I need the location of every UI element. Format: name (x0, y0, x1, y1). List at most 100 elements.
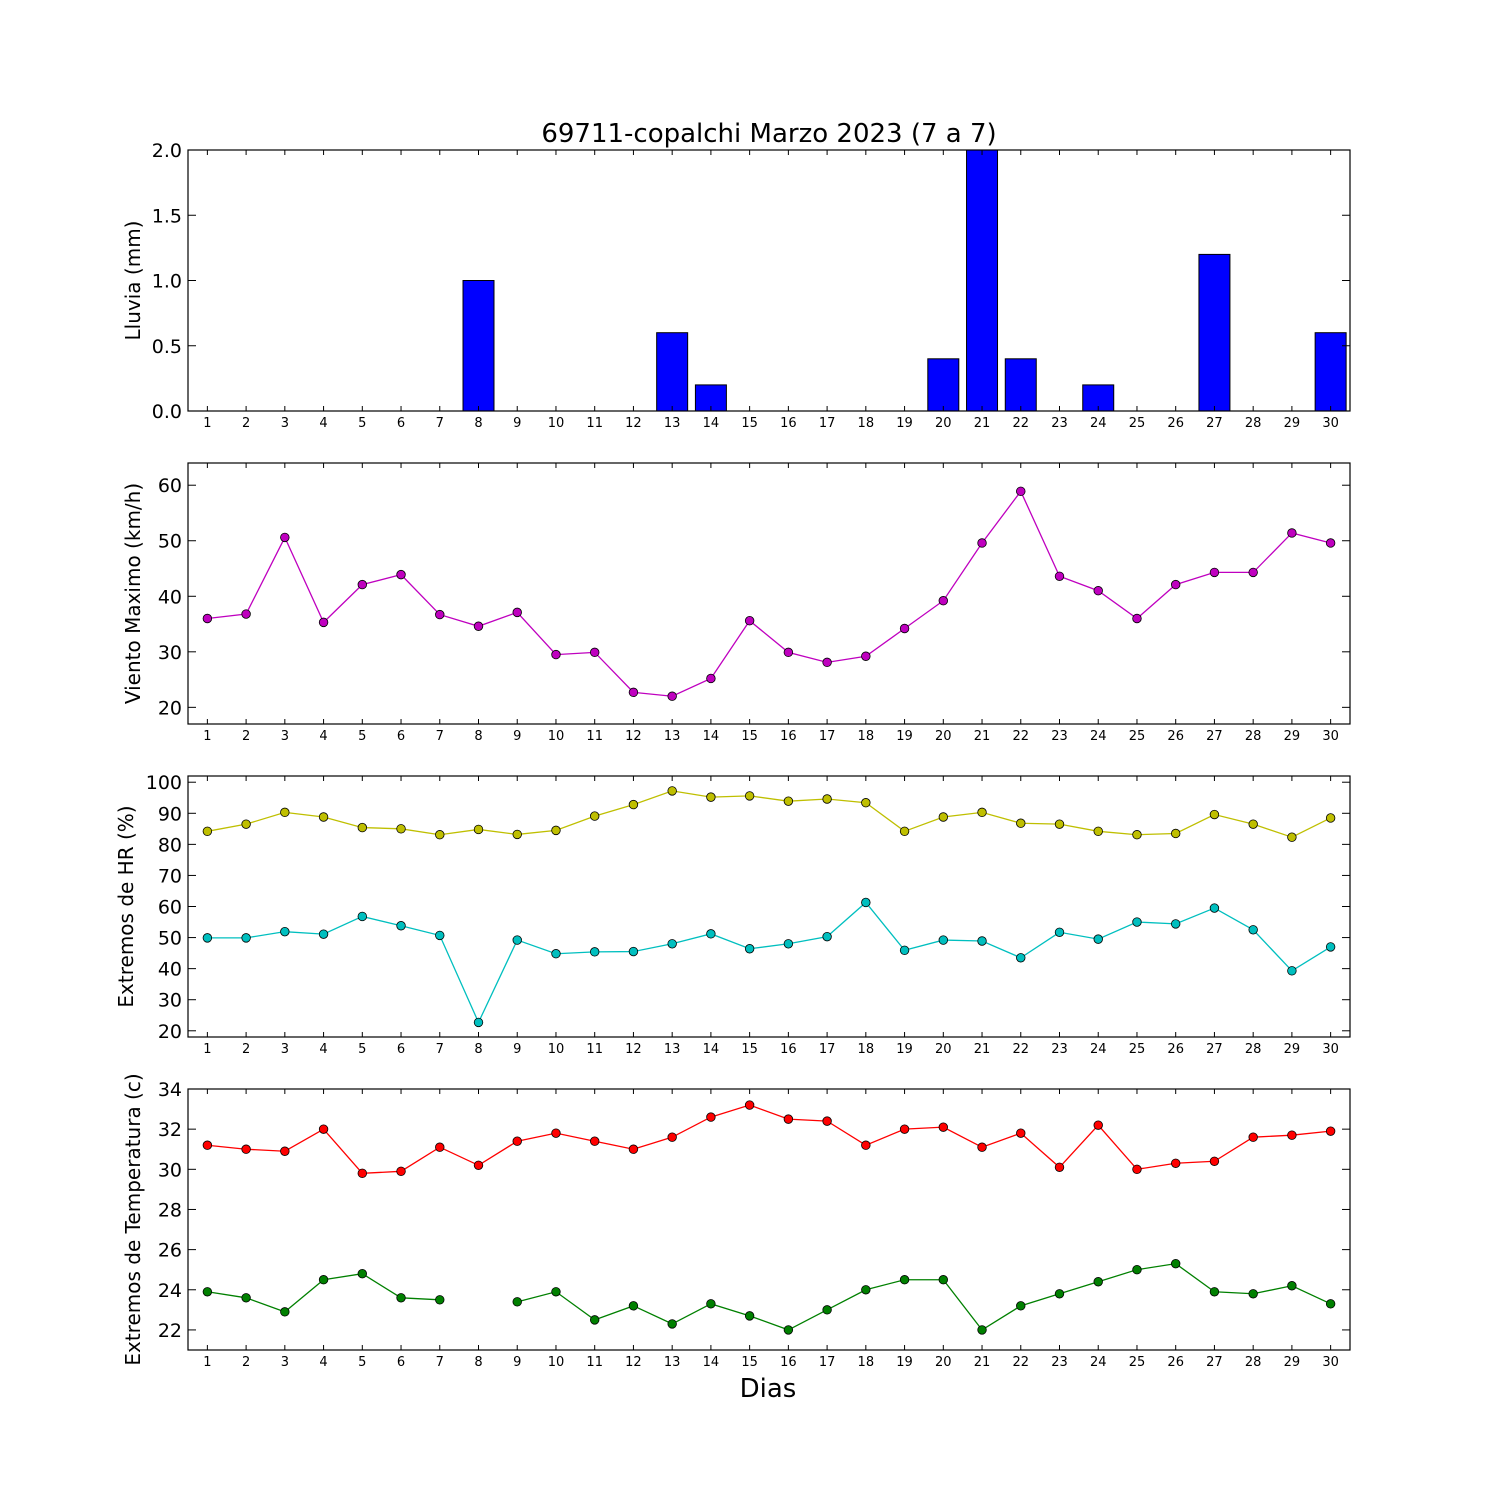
viento-x-tick-label: 8 (474, 729, 482, 744)
temperatura-point (280, 1307, 290, 1317)
temperatura-x-tick-label: 20 (935, 1355, 952, 1370)
hr-y-tick-label: 20 (158, 1021, 182, 1043)
temperatura-point (1054, 1289, 1065, 1299)
temperatura-series-line (207, 1104, 1331, 1174)
temperatura-point (1287, 1130, 1297, 1140)
lluvia-y-tick-label: 2.0 (152, 140, 182, 162)
temperatura-y-tick-label: 30 (158, 1159, 182, 1181)
hr-point (861, 798, 871, 808)
lluvia-x-tick-label: 24 (1090, 416, 1107, 431)
viento-y-tick-label: 50 (158, 531, 182, 553)
hr-point (1132, 830, 1142, 840)
temperatura-x-tick-label: 26 (1167, 1355, 1184, 1370)
temperatura-point (861, 1140, 871, 1150)
hr-x-tick-label: 3 (281, 1042, 289, 1057)
hr-point (1248, 925, 1258, 935)
hr-x-tick-label: 29 (1284, 1042, 1301, 1057)
lluvia-y-tick-label: 0.0 (152, 401, 182, 423)
viento-point (1170, 579, 1181, 590)
temperatura-point (512, 1136, 522, 1146)
hr-y-tick-label: 40 (158, 959, 182, 981)
hr-point (318, 812, 329, 822)
lluvia-y-tick-label: 0.5 (152, 336, 182, 358)
temperatura-x-tick-label: 28 (1245, 1355, 1262, 1370)
temperatura-axes-frame (187, 1088, 1351, 1351)
lluvia-bar (1004, 358, 1037, 412)
lluvia-axes-frame (187, 149, 1351, 412)
hr-point (1093, 826, 1103, 837)
viento-point (1248, 567, 1258, 578)
viento-x-tick-label: 10 (548, 729, 565, 744)
hr-series-line (207, 901, 1331, 1024)
hr-point (667, 786, 677, 796)
temperatura-point (357, 1168, 368, 1179)
temperatura-point (861, 1285, 871, 1295)
hr-point (822, 931, 832, 942)
hr-x-tick-label: 10 (548, 1042, 565, 1057)
hr-point (1016, 818, 1026, 828)
hr-x-tick-label: 9 (513, 1042, 521, 1057)
temperatura-x-tick-label: 29 (1284, 1355, 1301, 1370)
temperatura-point (241, 1144, 251, 1154)
hr-y-tick-label: 30 (158, 990, 182, 1012)
viento-x-tick-label: 27 (1206, 729, 1223, 744)
hr-point (1209, 903, 1220, 913)
temperatura-point (1248, 1289, 1258, 1299)
viento-point (1287, 528, 1297, 538)
temperatura-point (202, 1140, 213, 1150)
lluvia-x-tick-label: 12 (625, 416, 642, 431)
temperatura-point (1132, 1264, 1142, 1275)
viento-x-tick-label: 23 (1051, 729, 1068, 744)
hr-point (280, 807, 290, 818)
viento-x-tick-label: 25 (1129, 729, 1146, 744)
viento-x-tick-label: 19 (896, 729, 913, 744)
hr-x-tick-label: 21 (974, 1042, 991, 1057)
hr-point (977, 807, 987, 818)
hr-x-tick-label: 23 (1051, 1042, 1068, 1057)
panel-hr: 1 2 3 4 5 6 7 8 9 10 11 12 13 14 15 16 17 18 19 20 21 22 23 24 2… (114, 772, 1351, 1057)
viento-x-tick-label: 11 (586, 729, 603, 744)
temperatura-point (241, 1293, 251, 1303)
hr-x-tick-label: 22 (1012, 1042, 1029, 1057)
hr-point (1170, 828, 1181, 839)
temperatura-point (667, 1132, 677, 1142)
viento-point (628, 687, 639, 698)
temperatura-x-tick-label: 6 (397, 1355, 405, 1370)
hr-x-tick-label: 25 (1129, 1042, 1146, 1057)
viento-point (938, 596, 949, 606)
hr-x-tick-label: 1 (203, 1042, 211, 1057)
viento-x-tick-label: 15 (741, 729, 758, 744)
hr-series-line (207, 790, 1331, 838)
temperatura-x-tick-label: 25 (1129, 1355, 1146, 1370)
hr-point (396, 824, 406, 834)
temperatura-x-tick-label: 1 (203, 1355, 211, 1370)
temperatura-y-tick-label: 28 (158, 1199, 182, 1221)
temperatura-x-tick-label: 4 (319, 1355, 327, 1370)
hr-point (977, 936, 987, 946)
temperatura-point (783, 1325, 794, 1335)
hr-x-tick-label: 14 (703, 1042, 720, 1057)
viento-point (706, 673, 716, 684)
temperatura-x-tick-label: 13 (664, 1355, 681, 1370)
temperatura-x-tick-label: 2 (242, 1355, 250, 1370)
temperatura-point (744, 1100, 755, 1110)
viento-x-tick-label: 24 (1090, 729, 1107, 744)
hr-y-tick-label: 80 (158, 834, 182, 856)
panel-lluvia: 1 2 3 4 5 6 7 8 9 10 11 12 13 14 15 16 17 18 19 20 21 22 23 24 2… (121, 140, 1351, 431)
viento-x-tick-label: 18 (858, 729, 875, 744)
viento-x-tick-label: 1 (203, 729, 211, 744)
lluvia-x-tick-label: 7 (436, 416, 444, 431)
panel-viento: 1 2 3 4 5 6 7 8 9 10 11 12 13 14 15 16 17 18 19 20 21 22 23 24 2… (121, 462, 1351, 744)
temperatura-x-tick-label: 27 (1206, 1355, 1223, 1370)
hr-point (202, 933, 213, 943)
temperatura-point (590, 1315, 600, 1325)
hr-point (512, 935, 522, 945)
temperatura-point (706, 1112, 716, 1122)
temperatura-x-tick-label: 22 (1012, 1355, 1029, 1370)
viento-point (1093, 586, 1103, 596)
lluvia-x-tick-label: 16 (780, 416, 797, 431)
lluvia-x-tick-label: 15 (741, 416, 758, 431)
temperatura-x-tick-label: 7 (436, 1355, 444, 1370)
hr-point (512, 829, 522, 840)
temperatura-point (1325, 1126, 1336, 1136)
